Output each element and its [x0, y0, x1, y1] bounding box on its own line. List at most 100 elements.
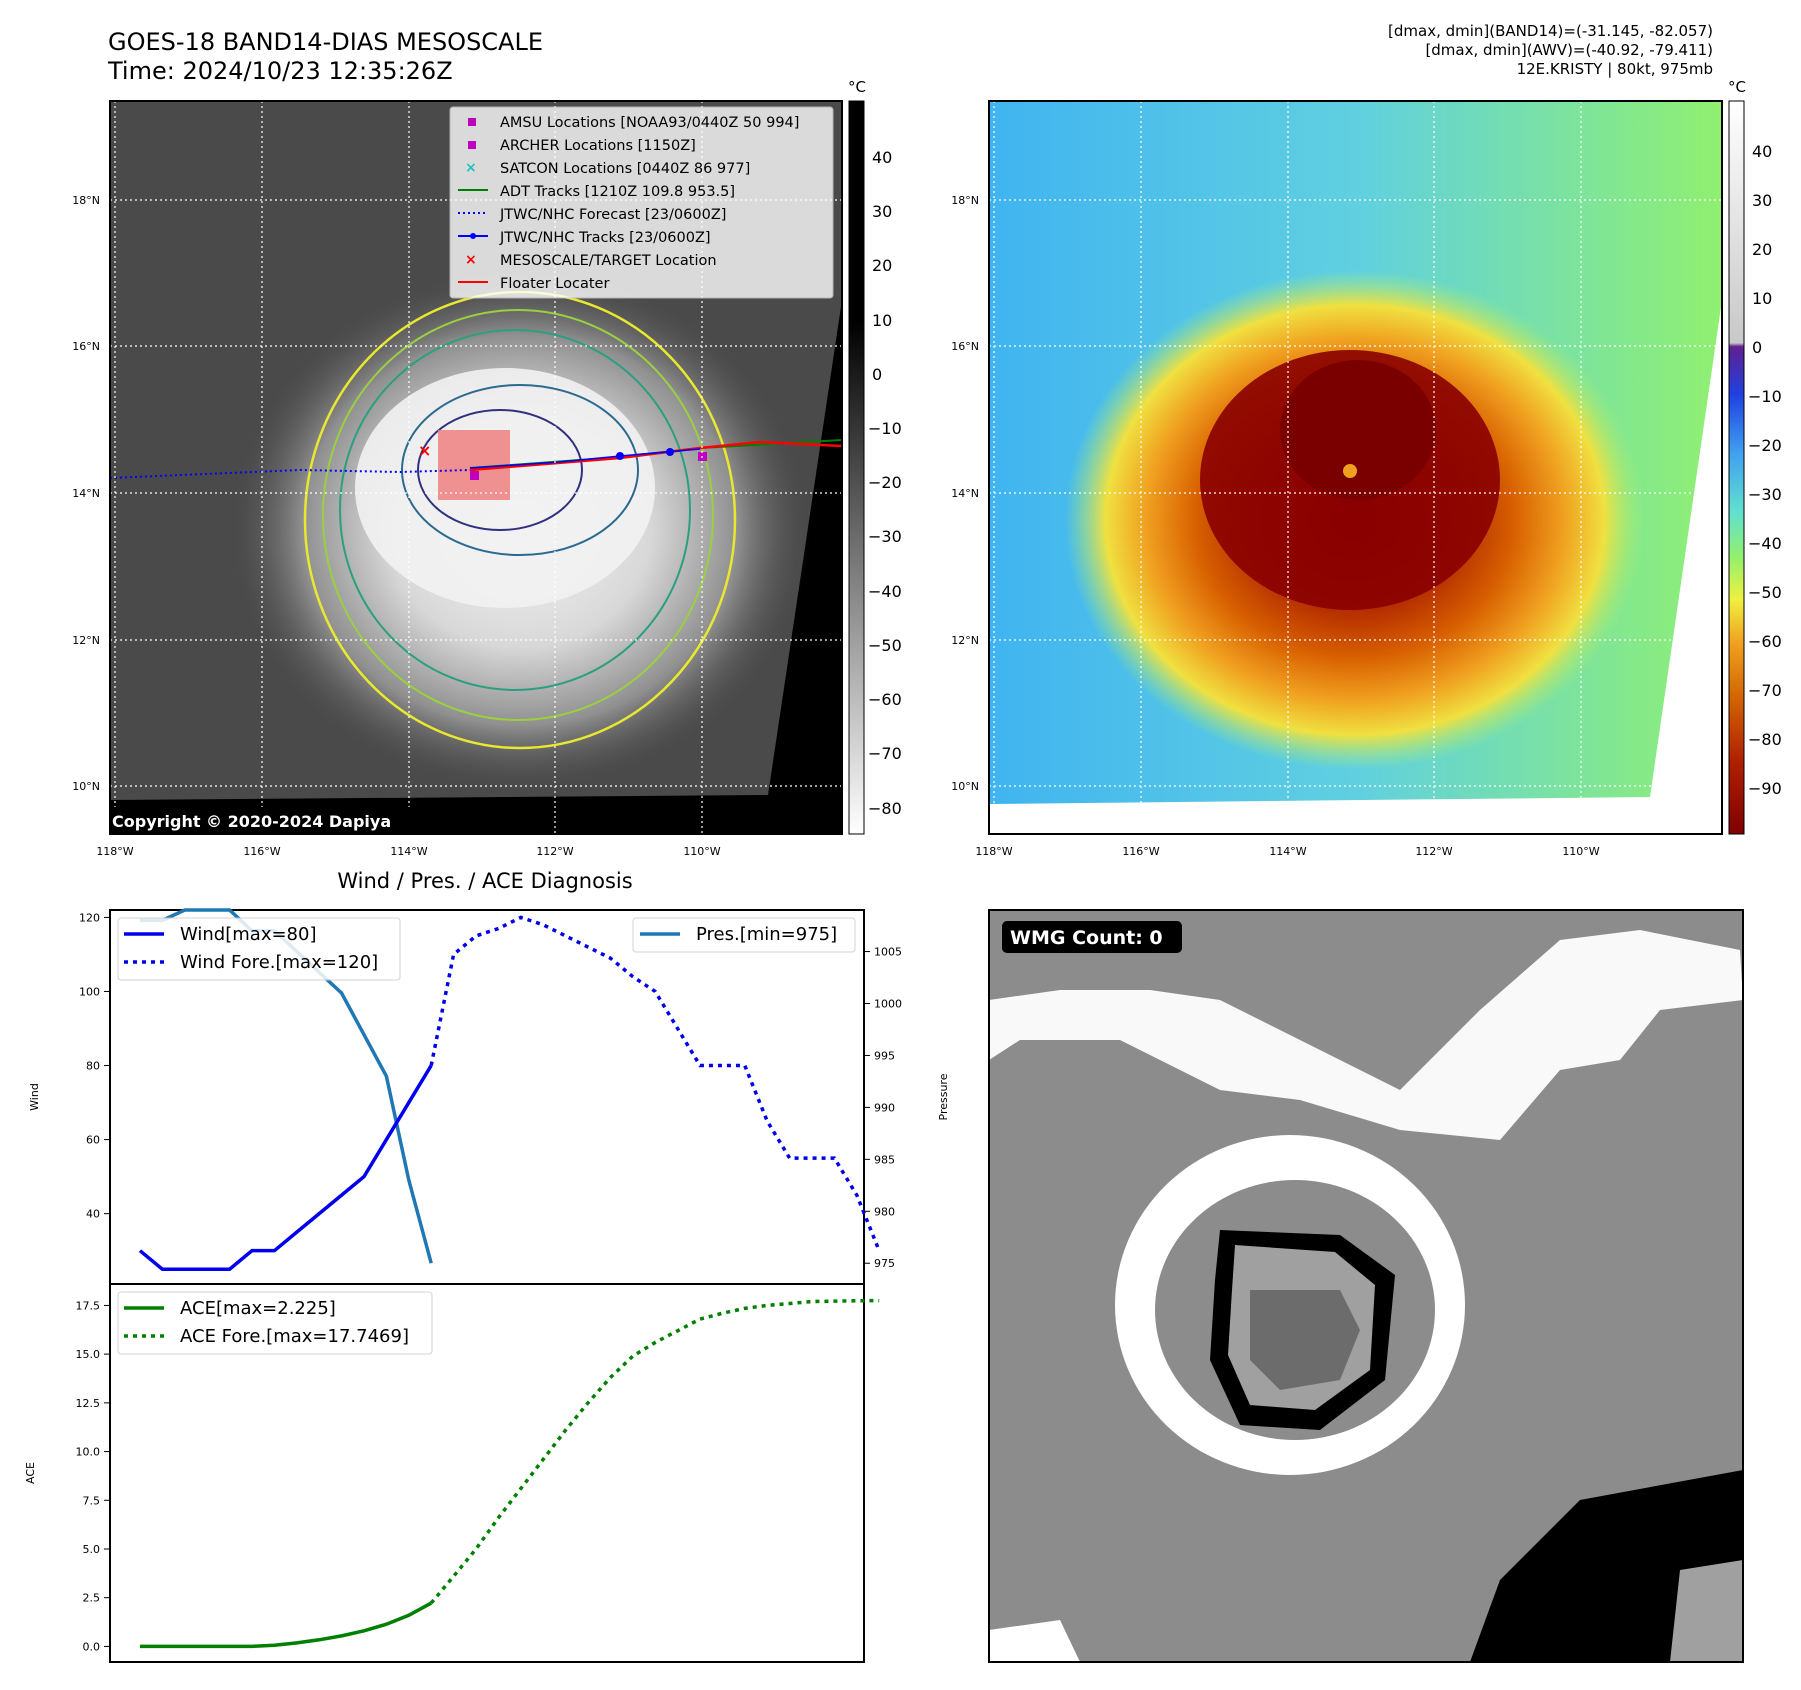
legend-label-ace: ACE[max=2.225]: [180, 1298, 336, 1319]
ace-forecast-line: [429, 1298, 880, 1605]
legend-label-target: MESOSCALE/TARGET Location: [500, 253, 717, 269]
cb2-tick: −60: [1748, 632, 1782, 651]
lat-label: 12°N: [951, 634, 979, 647]
pres-tick-label: 980: [874, 1205, 895, 1218]
wind-tick-label: 120: [79, 911, 100, 924]
lat-label: 10°N: [72, 780, 100, 793]
cb2-tick: −90: [1748, 779, 1782, 798]
wmg-count-label: WMG Count: 0: [1010, 927, 1163, 949]
lat-label: 14°N: [72, 487, 100, 500]
legend-label-jtwc: JTWC/NHC Tracks [23/0600Z]: [499, 230, 711, 246]
cb1-tick: −70: [868, 744, 902, 763]
cb1-tick: −60: [868, 690, 902, 709]
map1-frame: [109, 100, 843, 835]
target-marker: ×: [418, 441, 431, 460]
ace-ylabel: ACE: [24, 1462, 37, 1484]
wind-legend: Wind[max=80] Wind Fore.[max=120]: [117, 917, 401, 981]
lat-label: 12°N: [72, 634, 100, 647]
stats-line3: 12E.KRISTY | 80kt, 975mb: [1516, 60, 1713, 78]
map1-legend: × × AMSU Locations [NOAA93/0440Z 50 994]…: [449, 106, 834, 299]
lon-label: 116°W: [243, 845, 280, 858]
wmg-white-patch: [989, 1620, 1080, 1662]
forecast-track: [110, 468, 471, 479]
pres-tick-label: 1005: [874, 946, 902, 959]
lat-label: 18°N: [72, 194, 100, 207]
lon-label: 118°W: [96, 845, 133, 858]
ace-tick-label: 17.5: [76, 1299, 101, 1312]
pres-legend: Pres.[min=975]: [632, 917, 856, 953]
wind-forecast-line: [429, 915, 881, 1252]
wmg-white-band-top: [989, 930, 1743, 1140]
ace-tick-label: 0.0: [83, 1640, 101, 1653]
cb1-tick: −10: [868, 419, 902, 438]
floater-track: [469, 440, 842, 472]
legend-label-floater: Floater Locater: [500, 276, 609, 292]
ace-y-ticks: 0.0 2.5 5.0 7.5 10.0 12.5 15.0 17.5: [76, 1299, 110, 1653]
jtwc-track: [469, 448, 701, 469]
lon-label: 112°W: [1415, 845, 1452, 858]
colorbar1-unit: °C: [848, 78, 866, 96]
colorbar-gray: [848, 100, 865, 835]
cb2-tick: 20: [1752, 240, 1772, 259]
wmg-eye-inner: [1250, 1290, 1360, 1390]
lon-label: 110°W: [1562, 845, 1599, 858]
wind-ylabel: Wind: [28, 1083, 41, 1111]
lat-label: 14°N: [951, 487, 979, 500]
contour-lightgreen: [322, 309, 714, 721]
lat-label: 16°N: [72, 340, 100, 353]
wmg-frame: [988, 909, 1744, 1663]
stats-info: [dmax, dmin](BAND14)=(-31.145, -82.057) …: [1388, 22, 1713, 79]
map1-lat-labels: 18°N 16°N 14°N 12°N 10°N: [72, 194, 100, 793]
lon-label: 112°W: [536, 845, 573, 858]
map1-lon-labels: 118°W 116°W 114°W 112°W 110°W: [96, 845, 720, 858]
legend-dot-jtwc: [470, 233, 476, 239]
ace-line: [140, 1601, 433, 1649]
storm-eyewall: [1280, 360, 1436, 500]
contour-darkblue: [417, 409, 583, 531]
legend-label-archer: ARCHER Locations [1150Z]: [500, 138, 696, 154]
cb1-tick: 0: [872, 365, 882, 384]
ace-legend-box: [117, 1291, 433, 1355]
lon-label: 110°W: [683, 845, 720, 858]
ace-plot: [140, 1298, 880, 1649]
lat-label: 16°N: [951, 340, 979, 353]
pres-tick-label: 985: [874, 1153, 895, 1166]
cb2-tick: −30: [1748, 485, 1782, 504]
colorbar2-ticks: 40 30 20 10 0 −10 −20 −30 −40 −50 −60 −7…: [1748, 142, 1782, 798]
cb2-tick: −40: [1748, 534, 1782, 553]
lon-label: 116°W: [1122, 845, 1159, 858]
archer-location: [470, 471, 479, 480]
diagnosis-title: Wind / Pres. / ACE Diagnosis: [337, 869, 632, 893]
legend-label-satcon: SATCON Locations [0440Z 86 977]: [500, 161, 750, 177]
wind-tick-label: 100: [79, 985, 100, 998]
cb1-tick: 40: [872, 148, 892, 167]
lat-label: 10°N: [951, 780, 979, 793]
cb1-tick: 20: [872, 256, 892, 275]
cb1-tick: −50: [868, 636, 902, 655]
wind-legend-box: [117, 917, 401, 981]
legend-label-wind-fore: Wind Fore.[max=120]: [180, 952, 378, 973]
cb1-tick: −20: [868, 473, 902, 492]
figure-title-line1: GOES-18 BAND14-DIAS MESOSCALE: [108, 28, 544, 56]
cb2-tick: 10: [1752, 289, 1772, 308]
map2-grid: [989, 101, 1722, 834]
lat-label: 18°N: [951, 194, 979, 207]
wind-line: [138, 1064, 433, 1271]
cb1-tick: −40: [868, 582, 902, 601]
legend-marker-archer: [468, 141, 476, 149]
cb2-tick: −10: [1748, 387, 1782, 406]
wmg-black-region: [1470, 1470, 1743, 1662]
legend-box: [449, 106, 834, 299]
legend-label-ace-fore: ACE Fore.[max=17.7469]: [180, 1326, 409, 1347]
wind-y-ticks: 40 60 80 100 120: [79, 911, 110, 1221]
legend-label-pres: Pres.[min=975]: [696, 924, 837, 945]
stats-line2: [dmax, dmin](AWV)=(-40.92, -79.411): [1425, 41, 1713, 59]
wind-tick-label: 80: [86, 1060, 100, 1073]
wmg-gray-patch: [1670, 1560, 1743, 1662]
lon-label: 118°W: [975, 845, 1012, 858]
ace-tick-label: 15.0: [76, 1348, 101, 1361]
legend-label-adt: ADT Tracks [1210Z 109.8 953.5]: [500, 184, 735, 200]
storm-eye: [1343, 464, 1357, 478]
legend-label-amsu: AMSU Locations [NOAA93/0440Z 50 994]: [500, 115, 799, 131]
pres-tick-label: 990: [874, 1101, 895, 1114]
